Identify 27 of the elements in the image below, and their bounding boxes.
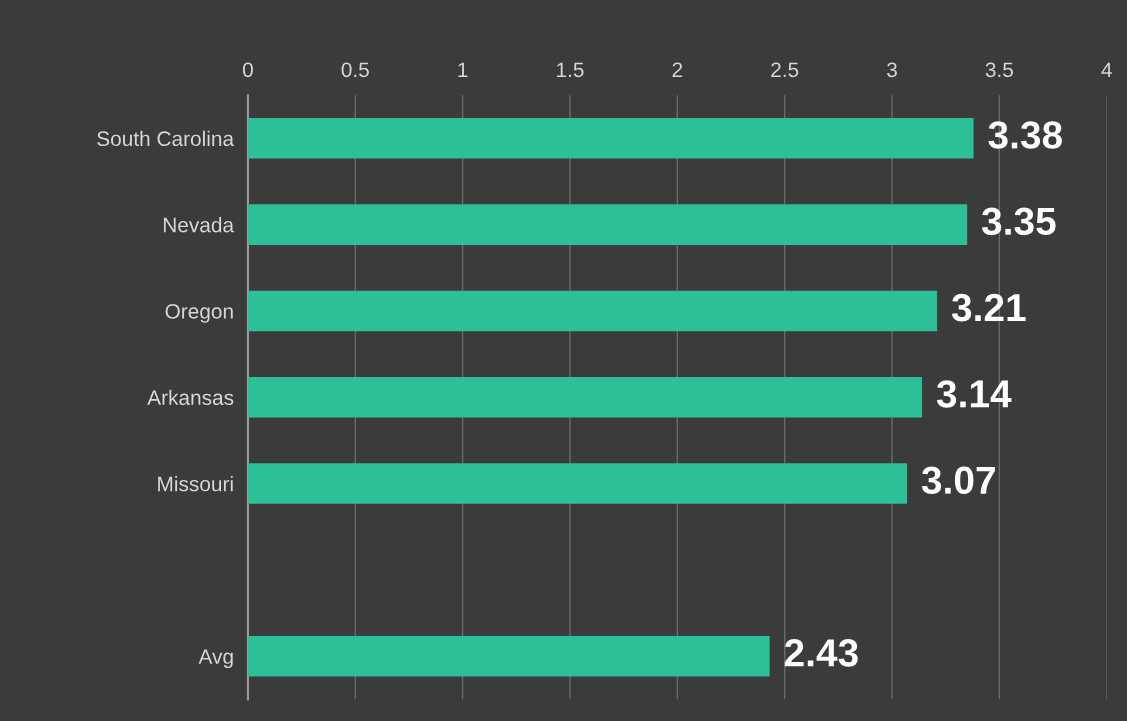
bar xyxy=(247,635,770,677)
bar xyxy=(247,376,923,418)
bar xyxy=(247,204,968,245)
data-label: 2.43 xyxy=(784,639,858,667)
bar xyxy=(247,463,908,504)
y-tick-label: Oregon xyxy=(165,303,233,323)
bar xyxy=(247,290,938,332)
y-tick-label: South Carolina xyxy=(97,130,235,147)
data-label: 3.21 xyxy=(951,293,1026,322)
y-tick-label: Avg xyxy=(198,649,233,669)
data-label: 3.14 xyxy=(936,380,1012,408)
x-tick-label: 0.5 xyxy=(341,62,369,78)
data-label: 3.35 xyxy=(981,207,1056,236)
bar xyxy=(247,118,974,159)
data-label: 3.07 xyxy=(921,466,995,495)
x-tick-label: 2.5 xyxy=(771,62,799,78)
x-tick-label: 4 xyxy=(1101,62,1112,77)
x-tick-label: 1 xyxy=(458,62,468,77)
y-tick-label: Missouri xyxy=(158,476,233,492)
x-tick-label: 2 xyxy=(672,62,683,77)
x-tick-label: 1.5 xyxy=(557,62,584,78)
y-tick-label: Arkansas xyxy=(147,389,234,406)
x-tick-label: 3 xyxy=(887,62,897,78)
data-label: 3.38 xyxy=(988,121,1062,149)
x-tick-label: 3.5 xyxy=(985,62,1013,78)
x-tick-label: 0 xyxy=(242,62,253,78)
y-tick-label: Nevada xyxy=(163,217,235,233)
